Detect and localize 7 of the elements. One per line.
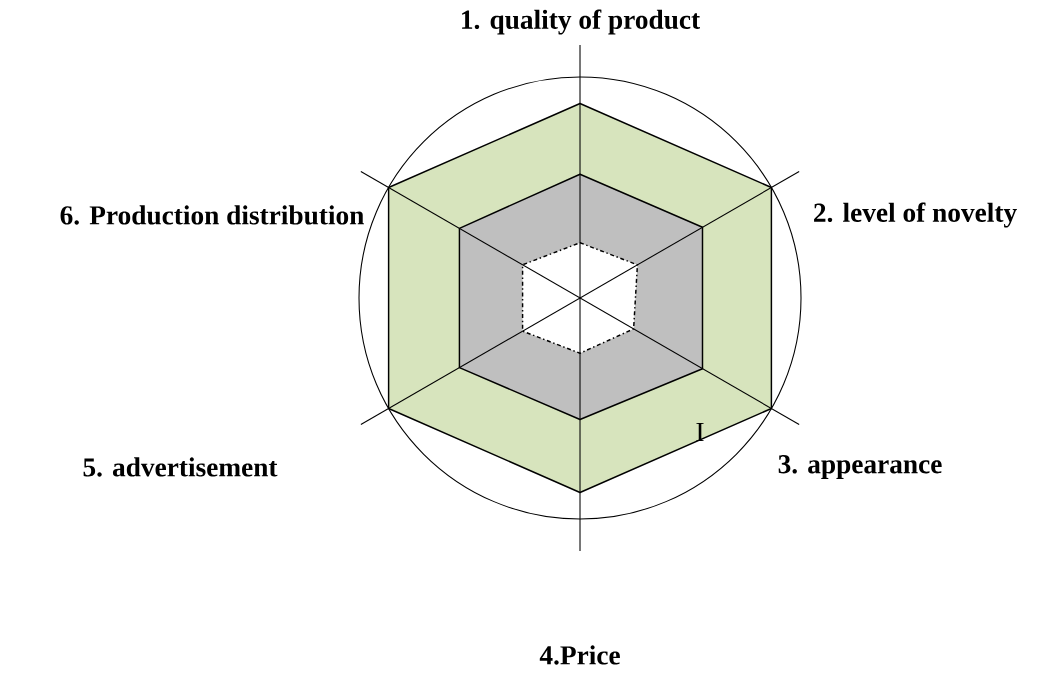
spoke-label: 3. appearance: [778, 455, 942, 479]
spoke-label: 1. quality of product: [462, 9, 700, 35]
text: I: [696, 423, 704, 441]
spoke-label: 5. advertisement: [83, 457, 278, 477]
spoke-label: 2. level of novelty: [814, 202, 1017, 228]
spoke-label: 4.Price: [539, 645, 620, 665]
spoke-label: 6. Production distribution: [60, 205, 364, 225]
